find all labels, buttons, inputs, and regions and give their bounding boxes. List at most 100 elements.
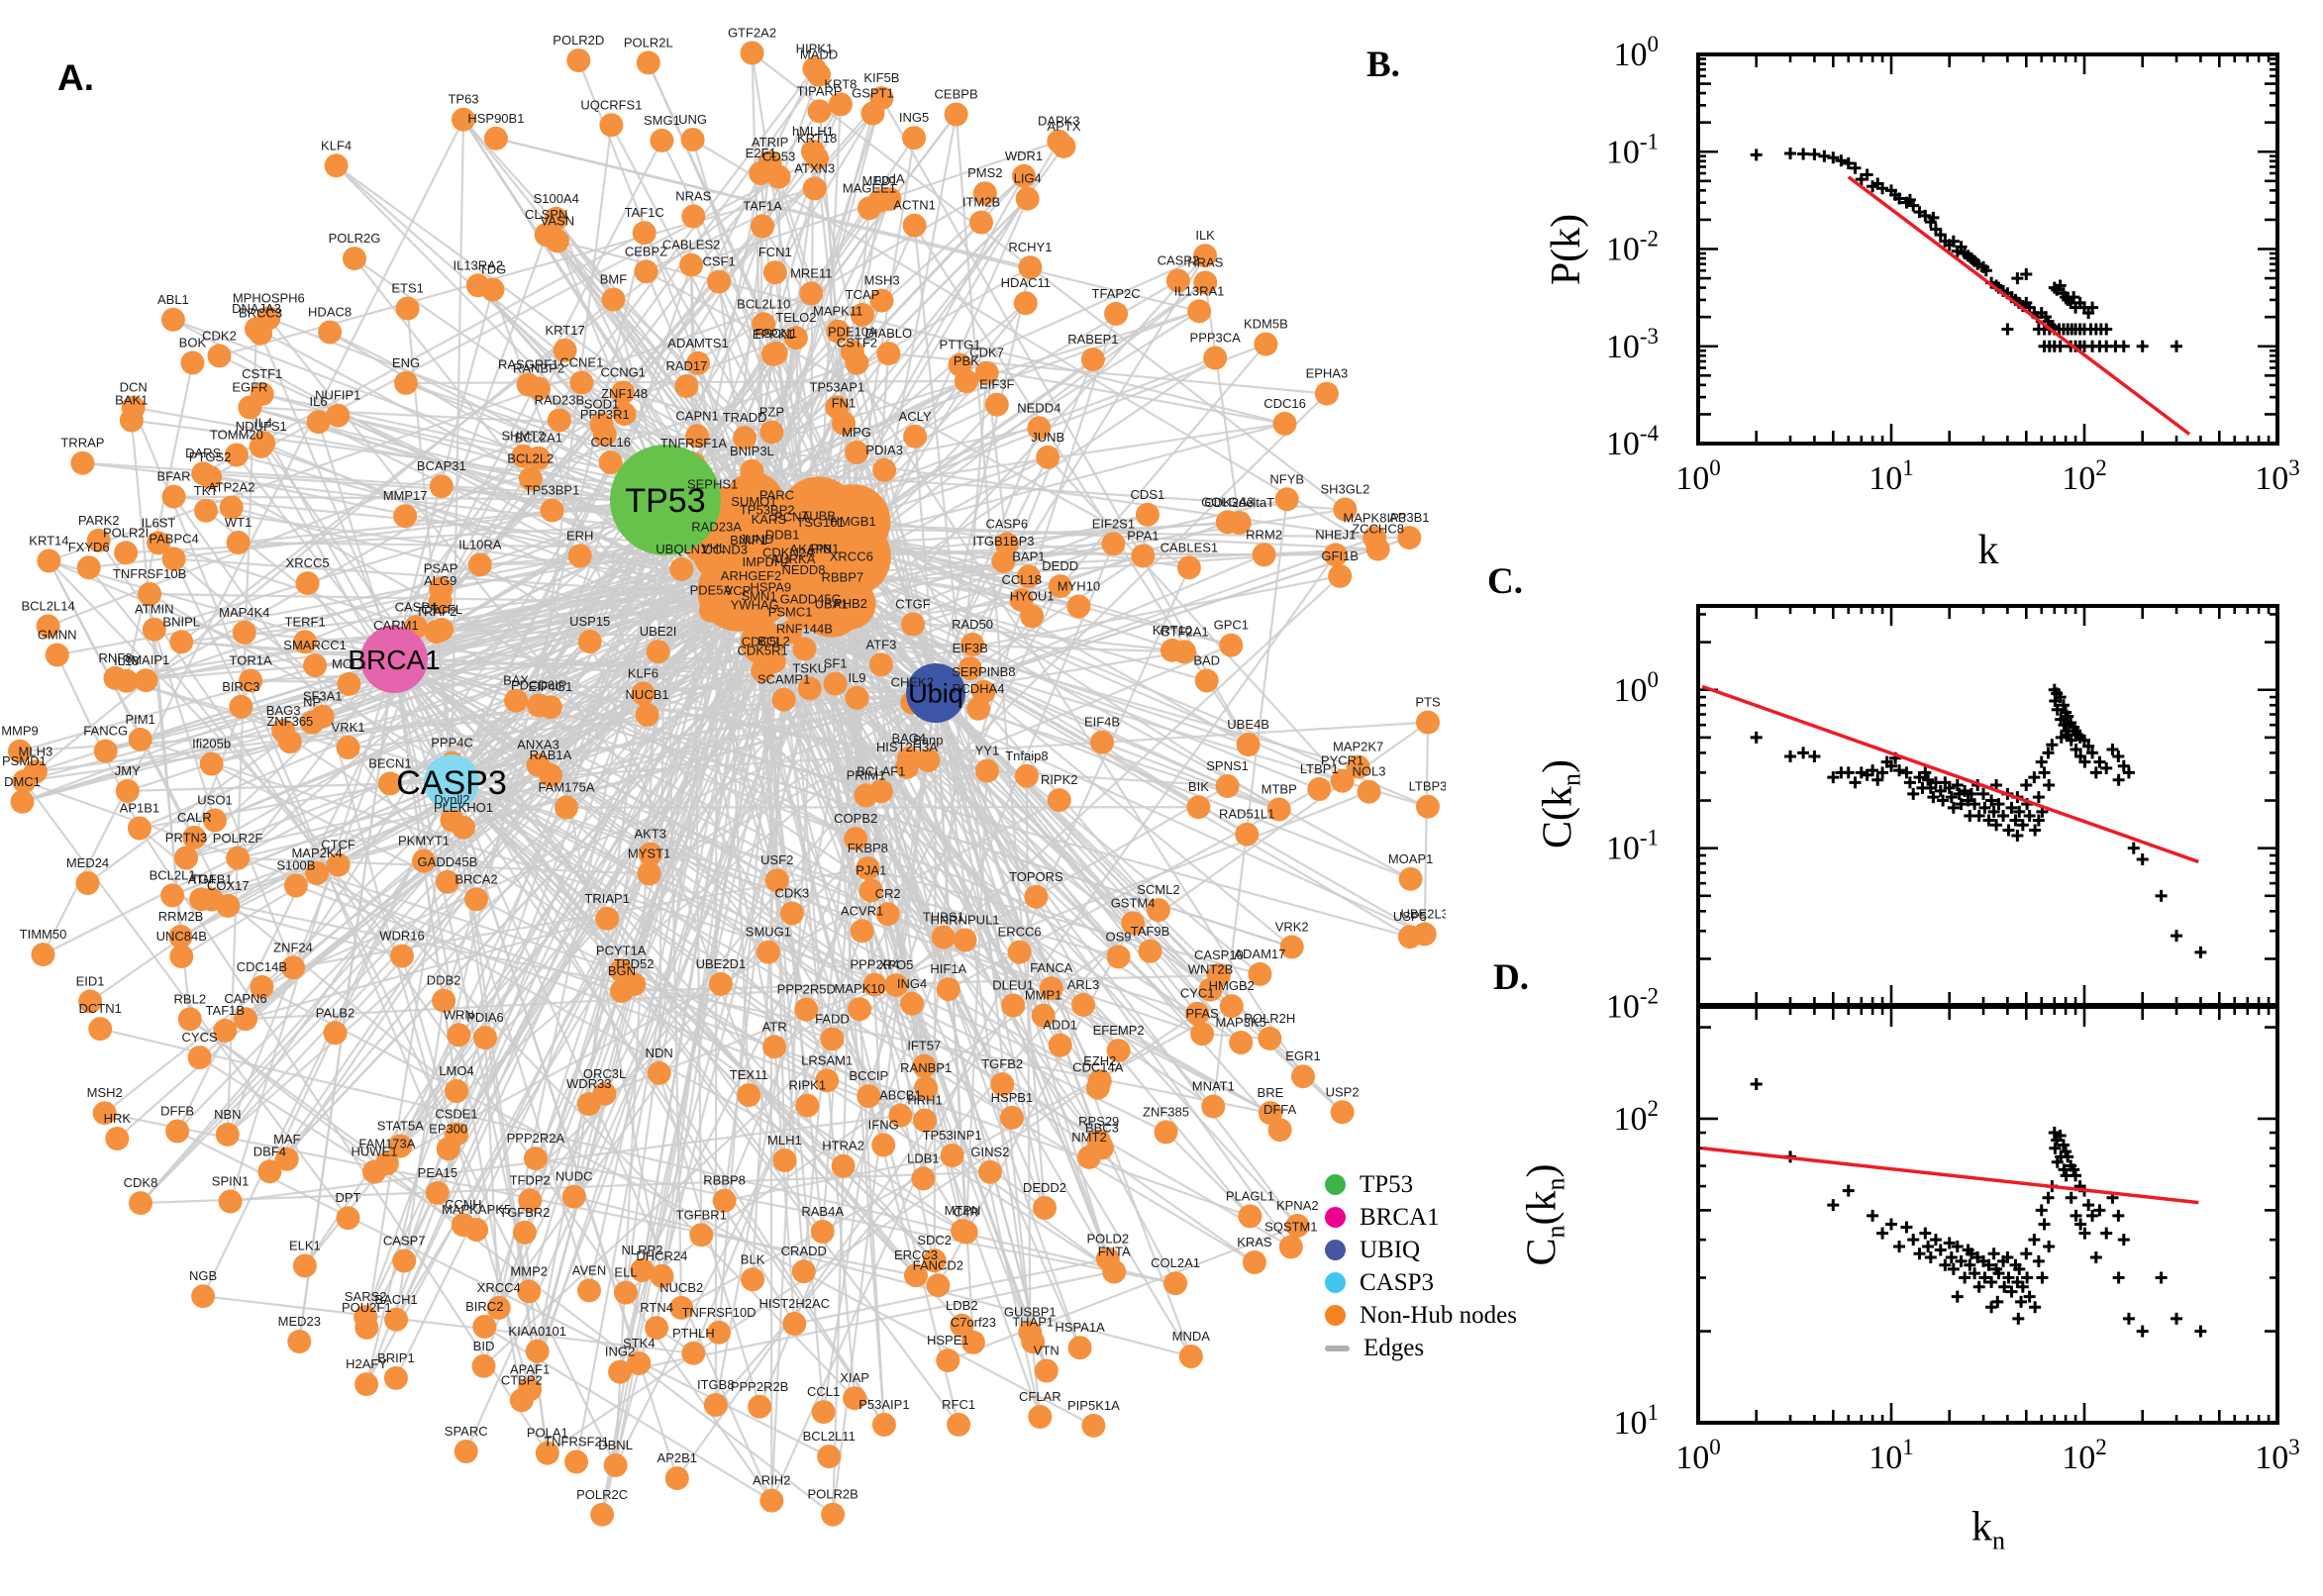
svg-text:UBE2I: UBE2I [640, 624, 677, 639]
svg-text:PIM1: PIM1 [126, 712, 155, 727]
svg-text:POLR2L: POLR2L [624, 35, 673, 50]
svg-text:CASP7: CASP7 [383, 1234, 426, 1248]
svg-text:101: 101 [1868, 1435, 1914, 1476]
svg-text:HSPA9: HSPA9 [750, 580, 791, 595]
svg-text:HIST2H2AC: HIST2H2AC [759, 1296, 831, 1311]
svg-text:BNIP3L: BNIP3L [730, 444, 774, 458]
svg-text:KDM5B: KDM5B [1244, 317, 1288, 332]
svg-text:ADAM17: ADAM17 [1234, 947, 1285, 961]
svg-text:KRAS: KRAS [1237, 1235, 1272, 1249]
svg-text:HRH1: HRH1 [907, 1093, 942, 1108]
svg-text:TOPORS: TOPORS [1009, 869, 1063, 884]
svg-text:H2AFY: H2AFY [346, 1356, 387, 1371]
svg-text:PFAS: PFAS [1185, 1006, 1219, 1021]
svg-text:ETS1: ETS1 [391, 281, 424, 296]
svg-text:PARC: PARC [759, 487, 794, 502]
svg-text:Banp: Banp [913, 733, 943, 748]
svg-text:S100A4: S100A4 [534, 191, 579, 206]
svg-text:SMUG1: SMUG1 [746, 925, 791, 940]
svg-text:BCL2: BCL2 [758, 634, 790, 648]
svg-text:100: 100 [1675, 1435, 1721, 1476]
svg-text:PLEKHO1: PLEKHO1 [434, 800, 493, 815]
svg-text:CDKN2A: CDKN2A [762, 546, 815, 560]
hub-node-Ubiq [906, 663, 965, 723]
svg-text:UBQLN1: UBQLN1 [656, 542, 707, 556]
svg-text:HMGB1: HMGB1 [830, 514, 875, 529]
svg-text:PPP2R2B: PPP2R2B [731, 1379, 789, 1394]
svg-text:DFFA: DFFA [1263, 1102, 1297, 1117]
svg-text:TGFB1: TGFB1 [191, 872, 233, 887]
svg-text:PBK: PBK [954, 353, 979, 368]
svg-text:CCNG1: CCNG1 [600, 365, 646, 380]
svg-text:SPARC: SPARC [445, 1424, 488, 1439]
plot-frame-B [1696, 52, 2279, 446]
svg-text:ING2: ING2 [605, 1345, 635, 1359]
svg-text:VHL: VHL [701, 541, 726, 555]
svg-text:CAPN6: CAPN6 [224, 991, 266, 1006]
svg-text:LDB1: LDB1 [907, 1150, 940, 1165]
axis-label-cnkn: Cn(kn) [1519, 1163, 1570, 1266]
svg-text:PPP3CA: PPP3CA [1190, 331, 1242, 346]
svg-text:WDR1: WDR1 [1005, 149, 1043, 163]
svg-text:IMPDH2: IMPDH2 [742, 554, 790, 569]
svg-text:IL18: IL18 [114, 653, 139, 668]
plot-ticks-D [1696, 1007, 2279, 1425]
svg-text:ATXN3: ATXN3 [794, 160, 835, 175]
svg-text:SF3A1: SF3A1 [303, 689, 343, 704]
svg-text:MTBP: MTBP [1262, 782, 1297, 797]
svg-text:MCL1: MCL1 [332, 656, 366, 671]
svg-text:PPP2R2A: PPP2R2A [507, 1131, 565, 1146]
svg-text:TOMM20: TOMM20 [210, 428, 263, 443]
svg-text:EGFR: EGFR [232, 380, 267, 395]
svg-text:UQCRFS1: UQCRFS1 [580, 97, 642, 112]
svg-text:XRCC4: XRCC4 [477, 1280, 521, 1295]
svg-text:CABLES2: CABLES2 [662, 238, 721, 252]
svg-text:DDB1: DDB1 [765, 528, 800, 543]
svg-text:VRK2: VRK2 [1275, 919, 1309, 934]
svg-text:RAB1A: RAB1A [530, 748, 572, 762]
legend-label: Edges [1364, 1334, 1425, 1361]
svg-text:EZH2: EZH2 [1083, 1053, 1116, 1068]
svg-text:PCNA: PCNA [774, 510, 810, 525]
svg-text:PPP4C: PPP4C [431, 736, 473, 750]
svg-text:ITGB1BP3: ITGB1BP3 [972, 534, 1034, 549]
svg-text:TAF1C: TAF1C [625, 205, 664, 220]
svg-text:ORC3L: ORC3L [583, 1066, 626, 1081]
svg-text:SEPHS1: SEPHS1 [687, 477, 738, 492]
svg-text:NHEJ1: NHEJ1 [1315, 527, 1356, 542]
svg-text:ELK1: ELK1 [289, 1239, 321, 1253]
svg-text:AKAP8: AKAP8 [789, 542, 831, 556]
svg-text:TNFRSF10B: TNFRSF10B [113, 566, 186, 581]
tp53-dot-icon [1325, 1174, 1346, 1195]
svg-text:HSPB1: HSPB1 [991, 1090, 1034, 1105]
svg-text:CSF1: CSF1 [702, 254, 735, 269]
svg-text:BAP1: BAP1 [1012, 549, 1045, 563]
svg-text:PTS: PTS [1415, 695, 1441, 710]
svg-text:10-4: 10-4 [1606, 421, 1660, 462]
svg-text:GPC1: GPC1 [1214, 618, 1249, 633]
svg-text:ITM2B: ITM2B [962, 195, 1000, 210]
svg-text:BNIPL: BNIPL [162, 614, 200, 629]
svg-text:BAG4: BAG4 [891, 731, 926, 746]
svg-text:BCCIP: BCCIP [849, 1068, 888, 1083]
svg-text:CYC1: CYC1 [1180, 986, 1215, 1001]
svg-text:THAP1: THAP1 [1012, 1314, 1054, 1329]
svg-text:MMP1: MMP1 [1025, 988, 1062, 1003]
svg-text:RAD23A: RAD23A [691, 519, 742, 534]
svg-text:MPHOSPH6: MPHOSPH6 [233, 290, 305, 305]
svg-text:TEX11: TEX11 [730, 1067, 768, 1082]
svg-text:ZNF148: ZNF148 [601, 386, 648, 401]
svg-text:BIK: BIK [1188, 779, 1209, 794]
svg-text:RNF8: RNF8 [99, 650, 133, 665]
svg-text:SUMO1: SUMO1 [731, 494, 776, 509]
hub-nodes-layer [360, 445, 965, 810]
svg-text:NRAS: NRAS [675, 189, 711, 204]
svg-text:MSH2: MSH2 [87, 1085, 123, 1100]
svg-text:HSPA1A: HSPA1A [1055, 1320, 1105, 1335]
svg-text:PDIA6: PDIA6 [466, 1010, 504, 1025]
svg-text:APAF1: APAF1 [510, 1361, 550, 1376]
svg-text:EIF4G1: EIF4G1 [529, 679, 573, 694]
svg-text:KRT10: KRT10 [1153, 623, 1192, 638]
svg-text:MAP3K5: MAP3K5 [1216, 1015, 1266, 1030]
svg-text:100: 100 [1614, 667, 1660, 709]
